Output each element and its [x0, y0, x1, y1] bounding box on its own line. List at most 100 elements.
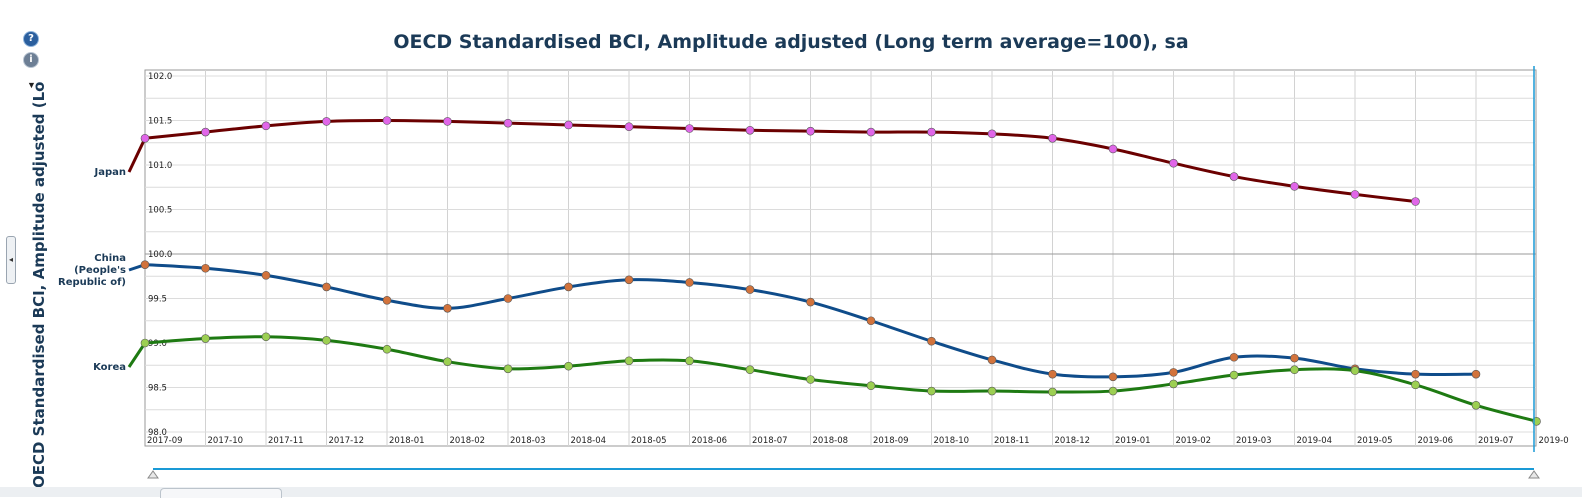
- x-tick-label: 2017-11: [268, 436, 304, 446]
- series-point: [1290, 365, 1299, 375]
- series-point: [1471, 369, 1481, 379]
- series-point: [564, 120, 573, 130]
- series-point: [382, 344, 392, 354]
- series-point: [1169, 379, 1178, 389]
- series-point: [745, 125, 755, 135]
- x-tick-label: 2018-04: [571, 436, 607, 446]
- chart-title: OECD Standardised BCI, Amplitude adjuste…: [393, 31, 1189, 53]
- series-point: [1290, 353, 1299, 363]
- series-point: [1350, 190, 1360, 199]
- line-layer: [127, 116, 1541, 426]
- series-point: [382, 116, 392, 125]
- y-tick-label: 102.0: [148, 72, 172, 82]
- x-tick-label: 2019-0: [1539, 436, 1569, 446]
- series-point: [1290, 182, 1299, 191]
- series-label: Republic of): [58, 277, 126, 288]
- footer-band: [0, 487, 1582, 497]
- series-point: [201, 127, 210, 137]
- series-point: [745, 285, 755, 294]
- x-tick-label: 2019-02: [1176, 436, 1212, 446]
- series-point: [866, 316, 876, 326]
- series-point: [322, 336, 331, 345]
- series-point: [1350, 366, 1360, 375]
- footer-tab[interactable]: [160, 488, 282, 498]
- series-point: [443, 117, 452, 126]
- series-point: [1108, 386, 1118, 396]
- series-point: [564, 282, 573, 292]
- series-point: [261, 271, 271, 280]
- y-tick-label: 99.0: [148, 339, 167, 349]
- series-point: [987, 386, 997, 396]
- series-point: [1411, 369, 1420, 379]
- series-line-2: [144, 335, 1537, 423]
- x-tick-label: 2019-03: [1236, 436, 1272, 446]
- series-point: [927, 336, 936, 346]
- series-point: [140, 260, 150, 269]
- x-tick-label: 2019-07: [1478, 436, 1514, 446]
- series-point: [1048, 369, 1057, 379]
- slider-end-handle: [1528, 470, 1540, 479]
- x-tick-label: 2018-11: [994, 436, 1030, 446]
- series-point: [322, 117, 331, 126]
- series-connector: [127, 137, 147, 173]
- series-point: [685, 124, 694, 133]
- series-point: [866, 381, 876, 391]
- x-tick-label: 2019-04: [1297, 436, 1333, 446]
- slider-start-handle: [147, 470, 159, 479]
- series-point: [503, 364, 513, 374]
- series-point: [624, 275, 634, 285]
- series-point: [1411, 197, 1420, 206]
- series-point: [685, 278, 694, 287]
- x-tick-label: 2019-05: [1357, 436, 1393, 446]
- series-point: [503, 294, 513, 303]
- y-tick-label: 99.5: [148, 295, 167, 305]
- series-point: [685, 356, 694, 366]
- y-tick-label: 98.5: [148, 384, 167, 394]
- series-point: [140, 338, 150, 348]
- x-tick-label: 2019-01: [1115, 436, 1151, 446]
- series-point: [866, 127, 876, 137]
- info-icon[interactable]: i: [23, 52, 39, 68]
- tick-layer: 102.0 101.5 101.0 100.5 100.0 99.5 99.0 98.5 98.…: [147, 72, 1569, 446]
- series-point: [987, 355, 997, 365]
- caret-down-icon[interactable]: ▼: [27, 80, 36, 90]
- series-point: [322, 282, 331, 292]
- help-icon[interactable]: ?: [23, 31, 39, 47]
- series-point: [443, 303, 452, 313]
- series-point: [1048, 134, 1057, 143]
- collapse-handle[interactable]: ◂: [6, 236, 16, 284]
- x-tick-label: 2018-01: [389, 436, 425, 446]
- time-slider[interactable]: [147, 66, 1540, 479]
- series-point: [261, 121, 271, 131]
- y-tick-label: 98.0: [148, 428, 167, 438]
- y-tick-label: 100.0: [148, 250, 172, 260]
- series-point: [201, 334, 210, 343]
- x-tick-label: 2018-10: [934, 436, 970, 446]
- x-tick-label: 2018-03: [510, 436, 546, 446]
- series-point: [1048, 387, 1057, 397]
- series-label: Japan: [94, 167, 127, 178]
- x-tick-label: 2018-05: [631, 436, 667, 446]
- series-point: [382, 295, 392, 305]
- series-label: (People's: [74, 265, 126, 276]
- series-point: [745, 365, 755, 375]
- series-label: Korea: [93, 362, 126, 373]
- y-tick-label: 100.5: [148, 206, 172, 216]
- series-point: [1108, 144, 1118, 154]
- series-point: [1229, 352, 1239, 362]
- series-point: [1169, 368, 1178, 377]
- series-point: [806, 126, 815, 136]
- series-line-0: [144, 119, 1416, 203]
- series-point: [1108, 372, 1118, 382]
- series-point: [1229, 172, 1239, 181]
- series-point: [1229, 370, 1239, 380]
- series-point: [443, 357, 452, 366]
- series-point: [927, 127, 936, 137]
- series-point: [987, 129, 997, 139]
- series-point: [624, 356, 634, 366]
- series-point: [201, 263, 210, 273]
- series-point: [261, 332, 271, 342]
- series-point: [1169, 158, 1178, 168]
- x-tick-label: 2017-12: [329, 436, 365, 446]
